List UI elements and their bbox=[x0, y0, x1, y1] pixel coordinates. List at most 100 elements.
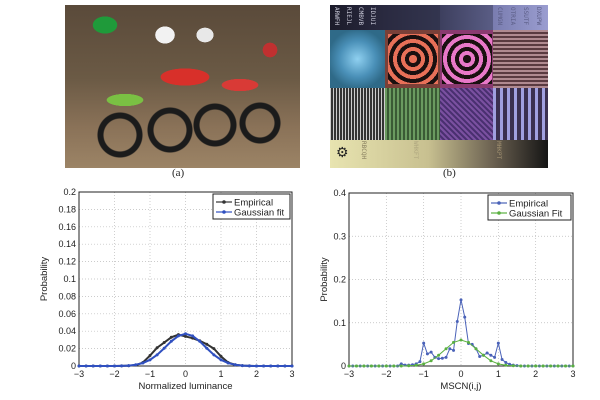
data-point bbox=[422, 341, 426, 345]
image-text: MHKPT bbox=[495, 141, 502, 160]
data-point bbox=[571, 364, 575, 368]
x-tick-label: −1 bbox=[145, 369, 155, 379]
green-tile bbox=[385, 88, 440, 140]
data-point bbox=[127, 364, 131, 368]
data-point bbox=[290, 364, 294, 368]
y-tick-label: 0.1 bbox=[63, 274, 76, 284]
data-point bbox=[526, 364, 530, 368]
y-tick-label: 0.2 bbox=[333, 275, 346, 285]
y-tick-label: 0.06 bbox=[58, 309, 76, 319]
legend-marker bbox=[222, 210, 226, 214]
orange-target-tile bbox=[385, 30, 440, 88]
data-point bbox=[384, 364, 388, 368]
data-point bbox=[354, 364, 358, 368]
stripe-tile bbox=[493, 88, 548, 140]
data-point bbox=[429, 350, 433, 354]
data-point bbox=[556, 364, 560, 368]
data-point bbox=[399, 362, 403, 366]
data-point bbox=[162, 341, 166, 345]
legend-marker bbox=[497, 201, 501, 205]
legend-marker bbox=[497, 211, 501, 215]
x-tick-label: 0 bbox=[458, 369, 463, 379]
data-point bbox=[219, 358, 223, 362]
x-tick-label: 2 bbox=[533, 369, 538, 379]
caption-b: (b) bbox=[443, 167, 456, 179]
x-tick-label: −1 bbox=[419, 369, 429, 379]
data-point bbox=[205, 342, 209, 346]
data-point bbox=[422, 362, 426, 366]
data-point bbox=[564, 364, 568, 368]
data-point bbox=[205, 346, 209, 350]
data-point bbox=[84, 364, 88, 368]
x-tick-label: 3 bbox=[289, 369, 294, 379]
legend-box bbox=[487, 194, 572, 221]
y-tick-label: 0.08 bbox=[58, 291, 76, 301]
data-point bbox=[191, 334, 195, 338]
data-point bbox=[134, 363, 138, 367]
axes-frame bbox=[348, 192, 574, 367]
data-point bbox=[519, 364, 523, 368]
y-tick-label: 0.1 bbox=[333, 318, 346, 328]
data-point bbox=[212, 347, 216, 351]
data-point bbox=[437, 357, 441, 361]
data-point bbox=[113, 364, 116, 368]
x-tick-label: 1 bbox=[496, 369, 501, 379]
data-point bbox=[155, 346, 159, 350]
bottom-gradient-tile: ⚙ RBCQH WHKFT MHKPT bbox=[330, 140, 548, 168]
data-point bbox=[466, 340, 470, 344]
data-point bbox=[481, 353, 485, 357]
y-tick-label: 0.18 bbox=[58, 204, 76, 214]
data-point bbox=[141, 361, 145, 365]
data-point bbox=[452, 340, 456, 344]
data-point bbox=[120, 364, 124, 368]
data-point bbox=[283, 364, 287, 368]
data-point bbox=[162, 346, 166, 350]
motocross-photo bbox=[65, 5, 300, 168]
light-band-tile: CUMGN OTRIA SSUTF DXUPW bbox=[493, 5, 548, 30]
data-point bbox=[184, 334, 187, 338]
mscn-histogram-chart: −3 −2 −1 0 1 2 3 0 0.1 0.2 0.3 0.4 MSCN(i,j) Probabil… bbox=[319, 188, 576, 392]
pink-target-tile bbox=[440, 30, 493, 88]
data-point bbox=[148, 354, 152, 358]
legend-label: Empirical bbox=[234, 198, 273, 209]
data-point bbox=[496, 341, 500, 345]
image-text: DXUPW bbox=[535, 7, 542, 26]
legend-box bbox=[212, 193, 291, 220]
image-text: CMBVB bbox=[357, 7, 364, 26]
data-point bbox=[459, 298, 463, 302]
gradient-tile bbox=[440, 5, 493, 30]
data-point bbox=[226, 361, 230, 365]
x-tick-label: −3 bbox=[74, 369, 84, 379]
image-text: ARWFH bbox=[333, 7, 340, 26]
y-tick-label: 0 bbox=[341, 361, 346, 371]
luminance-histogram-chart: −3 −2 −1 0 1 2 3 0 0.02 0.04 0.06 0.08 0.1 0.12 0.14 0.… bbox=[39, 187, 295, 392]
x-tick-label: 1 bbox=[218, 369, 223, 379]
data-point bbox=[437, 353, 441, 357]
y-tick-label: 0.14 bbox=[58, 239, 76, 249]
data-point bbox=[474, 347, 478, 351]
data-point bbox=[77, 364, 81, 368]
data-point bbox=[463, 315, 467, 319]
y-tick-label: 0.16 bbox=[58, 222, 76, 232]
x-tick-label: −2 bbox=[381, 369, 391, 379]
data-point bbox=[240, 364, 244, 368]
data-point bbox=[500, 358, 504, 362]
y-axis-label: Probability bbox=[319, 257, 330, 302]
y-tick-label: 0.4 bbox=[333, 188, 346, 198]
data-point bbox=[444, 347, 448, 351]
data-point bbox=[369, 364, 373, 368]
data-point bbox=[459, 338, 463, 342]
data-point bbox=[105, 364, 109, 368]
x-tick-label: 0 bbox=[183, 369, 188, 379]
data-point bbox=[233, 363, 237, 367]
data-point bbox=[425, 352, 429, 356]
image-text: OTRIA bbox=[509, 7, 516, 26]
x-axis-label: Normalized luminance bbox=[139, 381, 233, 392]
gear-icon: ⚙ bbox=[336, 144, 349, 160]
chart-row: −3 −2 −1 0 1 2 3 0 0.02 0.04 0.06 0.08 0.1 0.12 0.14 0.… bbox=[0, 180, 600, 400]
y-tick-label: 0.02 bbox=[58, 344, 76, 354]
data-point bbox=[169, 339, 173, 343]
x-tick-label: 3 bbox=[570, 369, 575, 379]
image-text: RBCQH bbox=[360, 141, 367, 160]
data-point bbox=[511, 364, 515, 368]
